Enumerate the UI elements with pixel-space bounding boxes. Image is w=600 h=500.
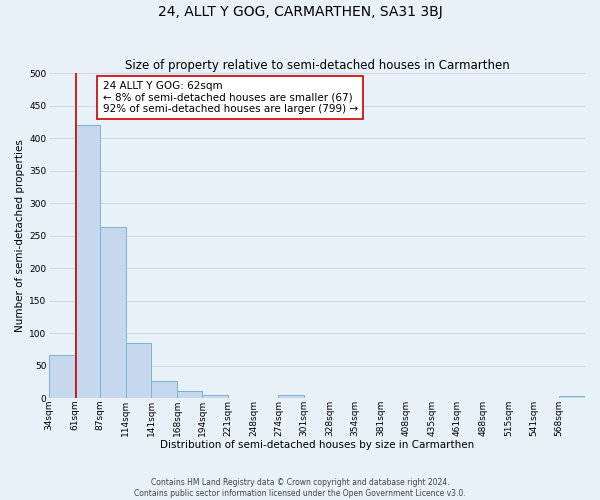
Bar [278, 395, 304, 398]
Text: 24, ALLT Y GOG, CARMARTHEN, SA31 3BJ: 24, ALLT Y GOG, CARMARTHEN, SA31 3BJ [158, 5, 442, 19]
Y-axis label: Number of semi-detached properties: Number of semi-detached properties [15, 139, 25, 332]
Bar [125, 343, 151, 398]
Text: 24 ALLT Y GOG: 62sqm
← 8% of semi-detached houses are smaller (67)
92% of semi-d: 24 ALLT Y GOG: 62sqm ← 8% of semi-detach… [103, 81, 358, 114]
Bar [75, 125, 100, 398]
Bar [559, 396, 585, 398]
X-axis label: Distribution of semi-detached houses by size in Carmarthen: Distribution of semi-detached houses by … [160, 440, 474, 450]
Bar [177, 391, 202, 398]
Title: Size of property relative to semi-detached houses in Carmarthen: Size of property relative to semi-detach… [125, 59, 509, 72]
Bar [202, 395, 228, 398]
Bar [49, 354, 75, 398]
Bar [151, 380, 177, 398]
Bar [100, 227, 125, 398]
Text: Contains HM Land Registry data © Crown copyright and database right 2024.
Contai: Contains HM Land Registry data © Crown c… [134, 478, 466, 498]
